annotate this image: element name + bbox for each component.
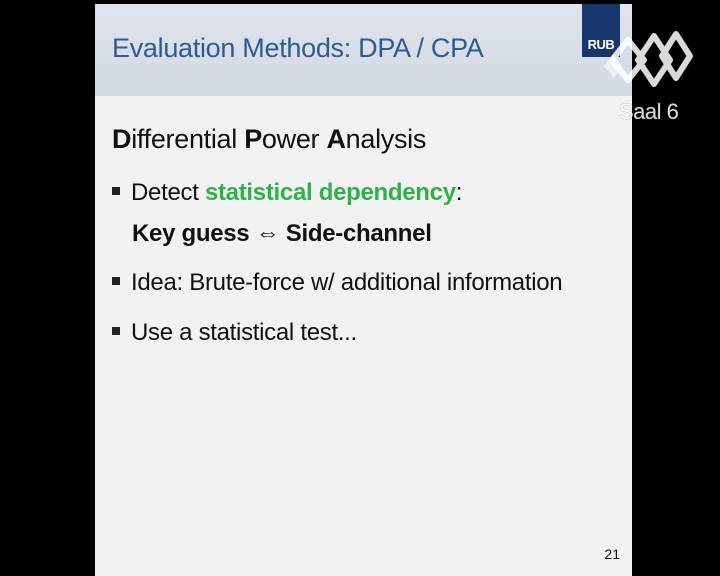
heading-part: ifferential bbox=[131, 124, 245, 154]
heading-part: ower bbox=[261, 124, 327, 154]
slide-header: Evaluation Methods: DPA / CPA RUB bbox=[95, 4, 632, 96]
bullet-icon bbox=[112, 276, 120, 285]
slide-heading: Differential Power Analysis bbox=[112, 124, 426, 155]
heading-part: D bbox=[112, 124, 132, 154]
rub-logo: RUB bbox=[582, 4, 620, 57]
heading-part: P bbox=[244, 124, 262, 154]
bullet-continuation: Key guess ⇔ Side-channel bbox=[132, 220, 432, 247]
bullet-highlight: statistical dependency bbox=[204, 179, 456, 206]
page-number: 21 bbox=[604, 546, 620, 562]
presentation-slide: Evaluation Methods: DPA / CPA RUB Differ… bbox=[95, 4, 632, 576]
slide-title: Evaluation Methods: DPA / CPA bbox=[112, 33, 484, 63]
heading-part: nalysis bbox=[345, 124, 427, 154]
rub-logo-text: RUB bbox=[587, 37, 615, 52]
bullet-icon bbox=[112, 326, 120, 335]
bullet-item: Detect statistical dependency: bbox=[112, 178, 462, 208]
channel-label: Saal 6 bbox=[619, 99, 679, 124]
bullet-item: Idea: Brute-force w/ additional informat… bbox=[112, 268, 563, 298]
bullet-text: Idea: Brute-force w/ additional informat… bbox=[131, 269, 563, 296]
bullet-text: Detect bbox=[131, 179, 205, 206]
bullet-text: : bbox=[455, 179, 463, 206]
bullet-text: Use a statistical test... bbox=[131, 319, 357, 346]
bullet-item: Use a statistical test... bbox=[112, 318, 357, 348]
bullet-icon bbox=[112, 186, 120, 195]
ccc-chaos-logo-icon bbox=[604, 31, 693, 87]
heading-part: A bbox=[326, 124, 346, 154]
